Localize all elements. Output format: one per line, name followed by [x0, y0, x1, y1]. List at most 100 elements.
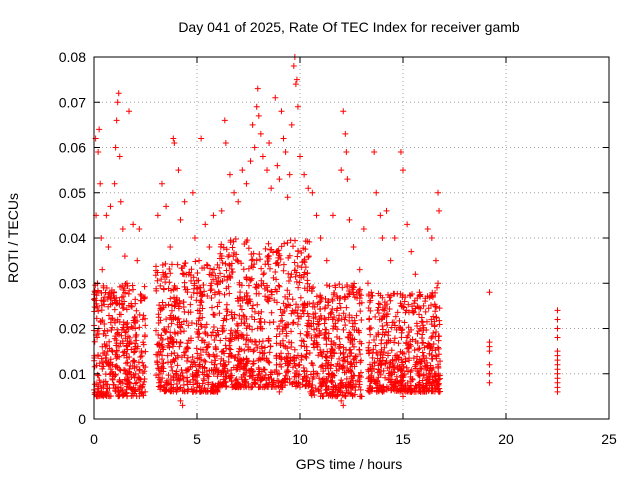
data-point — [155, 311, 162, 318]
data-point — [138, 348, 145, 355]
data-point — [170, 135, 177, 142]
data-point — [311, 337, 318, 344]
data-point — [340, 344, 347, 351]
data-point — [249, 361, 256, 368]
data-point — [168, 350, 175, 357]
data-point — [300, 364, 307, 371]
data-point — [164, 380, 171, 387]
data-point — [436, 321, 443, 328]
data-point — [116, 153, 123, 160]
data-point — [140, 312, 147, 319]
data-point — [554, 316, 561, 323]
data-point — [234, 321, 241, 328]
data-point — [243, 336, 250, 343]
data-point — [369, 354, 376, 361]
data-point — [227, 346, 234, 353]
data-point — [128, 346, 135, 353]
data-point — [207, 287, 214, 294]
data-point — [372, 313, 379, 320]
data-point — [123, 343, 130, 350]
data-point — [301, 259, 308, 266]
data-point — [250, 372, 257, 379]
data-point — [367, 307, 374, 314]
data-point — [396, 363, 403, 370]
data-point — [334, 393, 341, 400]
data-point — [235, 351, 242, 358]
data-point — [201, 357, 208, 364]
data-point — [429, 294, 436, 301]
data-point — [136, 366, 143, 373]
data-point — [403, 364, 410, 371]
data-point — [121, 289, 128, 296]
data-point — [238, 260, 245, 267]
data-point — [417, 325, 424, 332]
y-tick-label: 0.05 — [59, 185, 86, 201]
data-point — [154, 359, 161, 366]
data-point — [415, 304, 422, 311]
data-point — [157, 317, 164, 324]
data-point — [431, 301, 438, 308]
data-point — [337, 388, 344, 395]
data-point — [107, 294, 114, 301]
data-point — [378, 360, 385, 367]
data-point — [181, 352, 188, 359]
data-point — [281, 376, 288, 383]
data-point — [349, 384, 356, 391]
data-point — [285, 270, 292, 277]
data-point — [241, 241, 248, 248]
data-point — [336, 361, 343, 368]
data-point — [404, 332, 411, 339]
data-point — [349, 284, 356, 291]
data-point — [386, 294, 393, 301]
data-point — [394, 309, 401, 316]
data-point — [310, 340, 317, 347]
data-point — [329, 346, 336, 353]
data-point — [131, 359, 138, 366]
data-point — [101, 327, 108, 334]
data-point — [430, 313, 437, 320]
data-point — [176, 376, 183, 383]
data-point — [346, 312, 353, 319]
data-point — [115, 343, 122, 350]
data-point — [140, 381, 147, 388]
data-point — [128, 303, 135, 310]
data-point — [199, 363, 206, 370]
data-point — [284, 358, 291, 365]
data-point — [392, 313, 399, 320]
data-point — [122, 390, 129, 397]
data-point — [111, 289, 118, 296]
data-point — [193, 285, 200, 292]
data-point — [437, 375, 444, 382]
data-point — [174, 330, 181, 337]
data-point — [322, 334, 329, 341]
data-point — [419, 322, 426, 329]
data-point — [188, 266, 195, 273]
data-point — [319, 363, 326, 370]
data-point — [107, 366, 114, 373]
data-point — [280, 261, 287, 268]
data-point — [240, 266, 247, 273]
data-point — [97, 180, 104, 187]
data-point — [317, 312, 324, 319]
data-point — [292, 363, 299, 370]
data-point — [385, 350, 392, 357]
data-point — [249, 305, 256, 312]
data-point — [266, 375, 273, 382]
data-point — [167, 312, 174, 319]
data-point — [391, 339, 398, 346]
data-point — [416, 345, 423, 352]
data-point — [229, 269, 236, 276]
data-point — [435, 280, 442, 287]
data-point — [412, 271, 419, 278]
data-point — [244, 237, 251, 244]
data-point — [380, 313, 387, 320]
data-point — [258, 308, 265, 315]
data-point — [387, 297, 394, 304]
data-point — [114, 326, 121, 333]
data-point — [254, 301, 261, 308]
x-tick-label: 5 — [193, 431, 201, 447]
data-point — [181, 308, 188, 315]
data-point — [409, 303, 416, 310]
data-point — [197, 297, 204, 304]
data-point — [126, 108, 133, 115]
